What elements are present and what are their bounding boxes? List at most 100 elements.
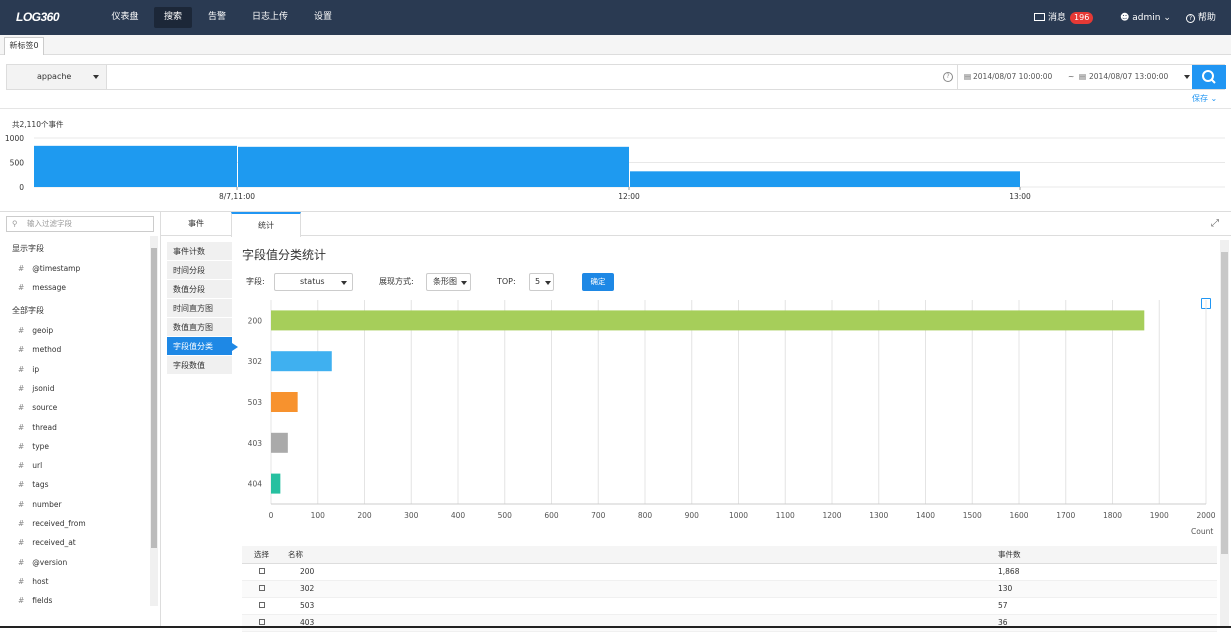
field-name: thread [32,422,57,432]
field-item[interactable]: # host [18,577,49,586]
field-name: method [32,345,62,355]
chart-x-tick: 1300 [869,511,888,520]
field-item[interactable]: # method [18,345,61,354]
scrollbar-thumb[interactable] [1221,252,1228,554]
save-button[interactable]: 保存 ⌄ [1192,94,1218,103]
row-checkbox-cell [242,614,286,632]
table-row[interactable]: 302 130 [242,580,1217,598]
table-row[interactable]: 503 57 [242,597,1217,615]
top-select[interactable]: 5 [529,273,554,291]
field-filter-input[interactable]: ⚲ 输入过滤字段 [6,216,154,232]
nav-dashboard[interactable]: 仪表盘 [111,12,139,22]
field-name: geoip [32,326,54,335]
field-item[interactable]: # geoip [18,326,53,335]
user-icon: ☻ [1120,13,1130,23]
field-item[interactable]: # @timestamp [18,264,80,273]
row-checkbox[interactable] [259,602,265,608]
field-item[interactable]: # fields [18,596,52,605]
chart-x-tick: 2000 [1196,511,1215,520]
histogram-bar[interactable] [630,171,1020,187]
hash-icon: # [18,461,25,471]
stat-menu-item[interactable]: 时间分段 [167,261,232,280]
expand-icon[interactable]: ⤢ [1211,218,1219,229]
col-name: 名称 [286,546,990,564]
tab-stats[interactable]: 统计 [231,212,301,237]
field-item[interactable]: # type [18,442,49,451]
stat-menu-item[interactable]: 时间直方图 [167,299,232,318]
range-separator: ~ [1068,72,1075,81]
field-item[interactable]: # number [18,500,62,509]
nav-log-upload[interactable]: 日志上传 [251,12,288,22]
display-select[interactable]: 条形图 [426,273,471,291]
chart-x-tick: 1800 [1103,511,1122,520]
nav-search[interactable]: 搜索 [154,7,192,28]
field-item[interactable]: # source [18,403,57,412]
scrollbar[interactable] [150,236,158,606]
stat-menu-item[interactable]: 数值分段 [167,280,232,299]
chart-x-tick: 300 [404,511,419,520]
bottom-edge [0,626,1231,628]
start-time[interactable]: 2014/08/07 10:00:00 [973,72,1053,81]
top-navbar: LOG360 仪表盘 搜索 告警 日志上传 设置 消息 196 ☻ admin ⌄… [0,0,1231,35]
field-item[interactable]: # thread [18,423,57,432]
chart-category-label: 404 [248,480,263,489]
chart-bar[interactable] [271,310,1145,331]
chart-bar[interactable] [271,473,281,494]
histogram-bar[interactable] [238,146,629,187]
field-item[interactable]: # tags [18,480,49,489]
histogram-bar[interactable] [34,145,237,187]
stat-menu-item[interactable]: 事件计数 [167,242,232,261]
field-item[interactable]: # received_at [18,538,76,547]
search-input[interactable] [108,65,938,89]
chart-bar[interactable] [271,392,298,412]
row-count: 57 [990,597,1217,615]
histogram-x-tick: 13:00 [1009,192,1031,201]
col-count: 事件数 [990,546,1217,564]
tab-events[interactable]: 事件 [188,219,204,228]
field-item[interactable]: # @version [18,558,67,567]
field-item[interactable]: # url [18,461,42,470]
field-item[interactable]: # jsonid [18,384,54,393]
chart-x-tick: 1700 [1056,511,1075,520]
chart-bar[interactable] [271,432,288,453]
help-button[interactable]: ? 帮助 [1186,10,1216,26]
field-item[interactable]: # received_from [18,519,86,528]
field-name: @version [32,557,68,567]
scrollbar[interactable] [1220,240,1229,626]
search-button[interactable] [1192,65,1226,89]
chart-x-tick: 1500 [963,511,982,520]
histogram-x-tick: 8/7,11:00 [219,192,255,201]
histogram-chart[interactable]: 1000 500 0 8/7,11:00 12:00 13:00 [0,109,1231,204]
scrollbar-thumb[interactable] [151,248,157,548]
table-row[interactable]: 200 1,868 [242,563,1217,581]
tab-new-0[interactable]: 新标签0 [4,37,44,55]
row-checkbox[interactable] [259,619,265,625]
end-time[interactable]: 2014/08/07 13:00:00 [1089,72,1169,81]
chart-x-tick: 1900 [1150,511,1169,520]
confirm-button[interactable]: 确定 [582,273,614,291]
field-item[interactable]: # message [18,283,66,292]
nav-settings[interactable]: 设置 [313,12,332,22]
field-item[interactable]: # ip [18,365,39,374]
hash-icon: # [18,283,25,292]
nav-alerts[interactable]: 告警 [207,12,226,22]
row-checkbox-cell [242,580,286,598]
chart-bar[interactable] [271,351,332,372]
calendar-icon: ▤ [964,72,972,81]
timeline-histogram: 共2,110个事件 1000 500 0 8/7,11:00 12:00 13:00 [0,108,1231,212]
stat-menu-item[interactable]: 字段值分类 [167,337,238,356]
time-range-picker[interactable]: ▤ 2014/08/07 10:00:00 ~ ▤ 2014/08/07 13:… [957,65,1192,89]
user-menu[interactable]: ☻ admin ⌄ [1120,13,1171,23]
row-checkbox[interactable] [259,568,265,574]
messages-button[interactable]: 消息 196 [1034,10,1094,26]
query-help-icon[interactable]: ? [943,72,953,82]
x-axis-label: Count [1191,527,1214,536]
table-row[interactable]: 403 36 [242,614,1217,632]
source-select[interactable]: appache [7,65,107,89]
stat-menu-item[interactable]: 字段数值 [167,356,232,375]
field-name: ip [32,364,40,374]
field-select[interactable]: status [274,273,353,291]
logo: LOG360 [16,10,60,24]
row-checkbox[interactable] [259,585,265,591]
stat-menu-item[interactable]: 数值直方图 [167,318,232,337]
